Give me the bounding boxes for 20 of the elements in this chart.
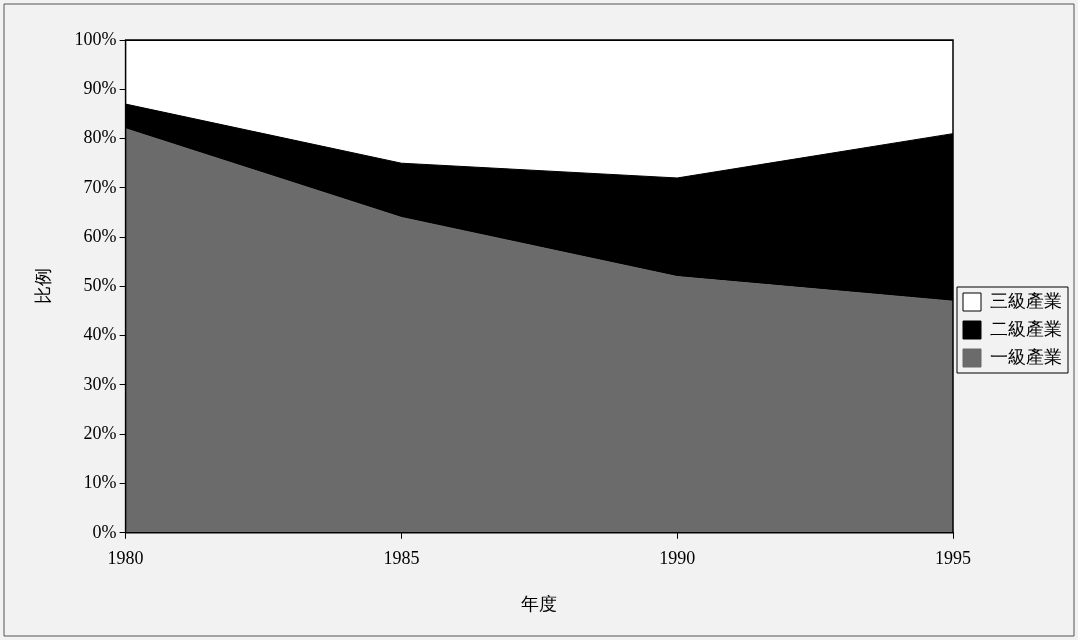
x-tick-label: 1995 xyxy=(935,548,971,569)
legend-label: 二級產業 xyxy=(990,317,1062,339)
y-tick-label: 50% xyxy=(83,275,117,296)
x-axis-title: 年度 xyxy=(521,592,558,614)
y-tick-label: 80% xyxy=(83,127,117,148)
x-tick-label: 1980 xyxy=(107,548,144,569)
y-axis-title: 比例 xyxy=(32,268,54,305)
y-tick-label: 20% xyxy=(83,422,117,443)
x-tick-label: 1990 xyxy=(659,548,696,569)
y-tick-label: 70% xyxy=(83,176,117,197)
y-tick-label: 0% xyxy=(92,521,117,542)
legend-label: 一級產業 xyxy=(990,345,1062,367)
y-tick-label: 60% xyxy=(83,225,117,246)
y-tick-label: 90% xyxy=(83,78,117,99)
y-tick-label: 30% xyxy=(83,373,117,394)
x-tick-label: 1985 xyxy=(383,548,420,569)
y-tick-label: 100% xyxy=(74,28,117,49)
y-tick-label: 40% xyxy=(83,324,117,345)
legend-label: 三級產業 xyxy=(990,289,1062,311)
y-tick-label: 10% xyxy=(83,472,117,493)
